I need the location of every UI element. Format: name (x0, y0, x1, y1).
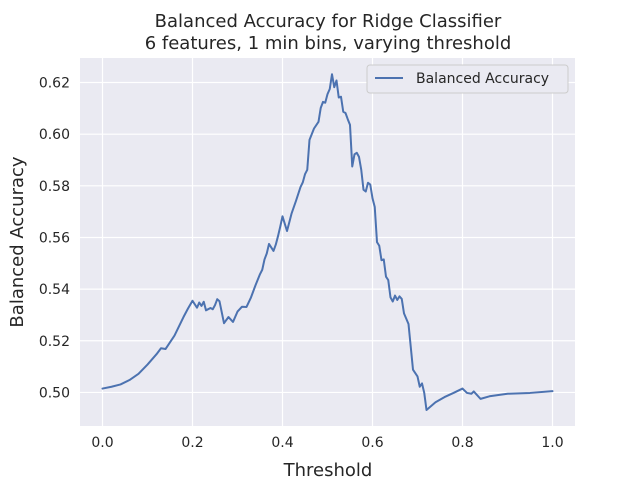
x-axis-ticks: 0.0 0.2 0.4 0.6 0.8 1.0 (91, 435, 563, 451)
y-tick-label: 0.58 (39, 179, 70, 195)
x-tick-label: 0.8 (451, 435, 473, 451)
y-tick-label: 0.56 (39, 230, 70, 246)
plot-area-background (80, 58, 575, 426)
y-tick-label: 0.54 (39, 282, 70, 298)
x-axis-label: Threshold (283, 460, 373, 480)
y-tick-label: 0.62 (39, 76, 70, 92)
balanced-accuracy-line (101, 73, 554, 411)
y-axis-label: Balanced Accuracy (7, 156, 28, 327)
series-layer (101, 73, 554, 411)
x-tick-label: 1.0 (541, 435, 563, 451)
legend-label-balanced-accuracy: Balanced Accuracy (416, 71, 549, 87)
x-tick-label: 0.0 (91, 435, 113, 451)
x-tick-label: 0.4 (271, 435, 293, 451)
y-axis-ticks: 0.50 0.52 0.54 0.56 0.58 0.60 0.62 (39, 76, 70, 402)
legend: Balanced Accuracy (366, 64, 569, 94)
y-tick-label: 0.52 (39, 334, 70, 350)
x-tick-label: 0.6 (361, 435, 383, 451)
chart-title: Balanced Accuracy for Ridge Classifier (155, 11, 502, 32)
x-tick-label: 0.2 (181, 435, 203, 451)
y-tick-label: 0.60 (39, 127, 70, 143)
chart-subtitle: 6 features, 1 min bins, varying threshol… (145, 33, 512, 54)
legend-box (366, 64, 569, 94)
y-tick-label: 0.50 (39, 385, 70, 401)
